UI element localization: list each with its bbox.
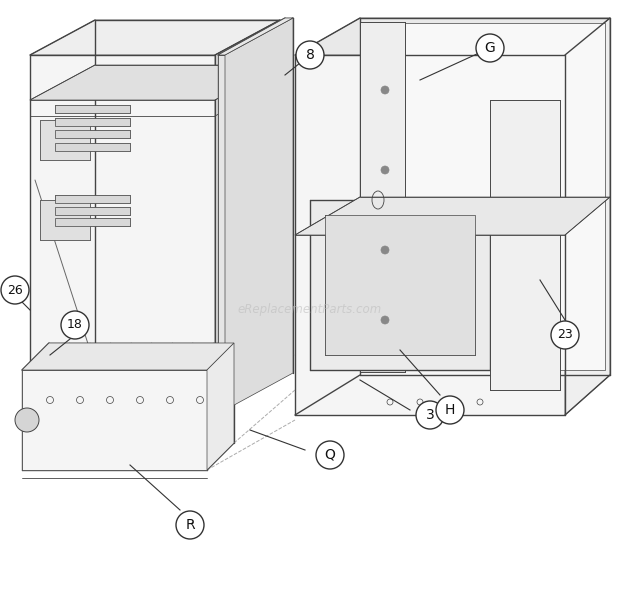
Polygon shape bbox=[565, 18, 610, 415]
Polygon shape bbox=[55, 207, 130, 215]
Polygon shape bbox=[218, 18, 293, 55]
Polygon shape bbox=[295, 55, 565, 415]
Polygon shape bbox=[310, 200, 490, 370]
Text: 26: 26 bbox=[7, 284, 23, 297]
Polygon shape bbox=[325, 215, 475, 355]
Text: 8: 8 bbox=[306, 48, 314, 62]
Text: 18: 18 bbox=[67, 319, 83, 331]
Polygon shape bbox=[55, 218, 130, 226]
Circle shape bbox=[316, 441, 344, 469]
Polygon shape bbox=[30, 20, 280, 55]
Polygon shape bbox=[55, 118, 130, 126]
Polygon shape bbox=[22, 370, 207, 470]
Text: R: R bbox=[185, 518, 195, 532]
Polygon shape bbox=[55, 143, 130, 151]
Circle shape bbox=[61, 311, 89, 339]
Polygon shape bbox=[30, 65, 280, 100]
Polygon shape bbox=[55, 195, 130, 203]
Polygon shape bbox=[22, 343, 234, 370]
Circle shape bbox=[15, 408, 39, 432]
Polygon shape bbox=[55, 105, 130, 113]
Polygon shape bbox=[365, 23, 605, 370]
Text: Q: Q bbox=[324, 448, 335, 462]
Circle shape bbox=[416, 401, 444, 429]
Circle shape bbox=[176, 511, 204, 539]
Text: H: H bbox=[445, 403, 455, 417]
Text: eReplacementParts.com: eReplacementParts.com bbox=[238, 303, 382, 317]
Circle shape bbox=[381, 316, 389, 324]
Polygon shape bbox=[490, 100, 560, 390]
Polygon shape bbox=[295, 18, 610, 55]
Circle shape bbox=[381, 246, 389, 254]
Circle shape bbox=[476, 34, 504, 62]
Text: 23: 23 bbox=[557, 328, 573, 342]
Circle shape bbox=[1, 276, 29, 304]
Circle shape bbox=[296, 41, 324, 69]
Text: G: G bbox=[485, 41, 495, 55]
Polygon shape bbox=[40, 120, 90, 160]
Circle shape bbox=[436, 396, 464, 424]
Polygon shape bbox=[295, 197, 610, 235]
Polygon shape bbox=[207, 343, 234, 470]
Polygon shape bbox=[360, 22, 405, 372]
Circle shape bbox=[381, 86, 389, 94]
Polygon shape bbox=[225, 18, 293, 410]
Circle shape bbox=[381, 166, 389, 174]
Polygon shape bbox=[40, 200, 90, 240]
Text: 3: 3 bbox=[425, 408, 435, 422]
Circle shape bbox=[551, 321, 579, 349]
Polygon shape bbox=[55, 130, 130, 138]
Polygon shape bbox=[30, 390, 215, 410]
Polygon shape bbox=[215, 20, 280, 410]
Polygon shape bbox=[30, 55, 215, 410]
Polygon shape bbox=[218, 55, 225, 410]
